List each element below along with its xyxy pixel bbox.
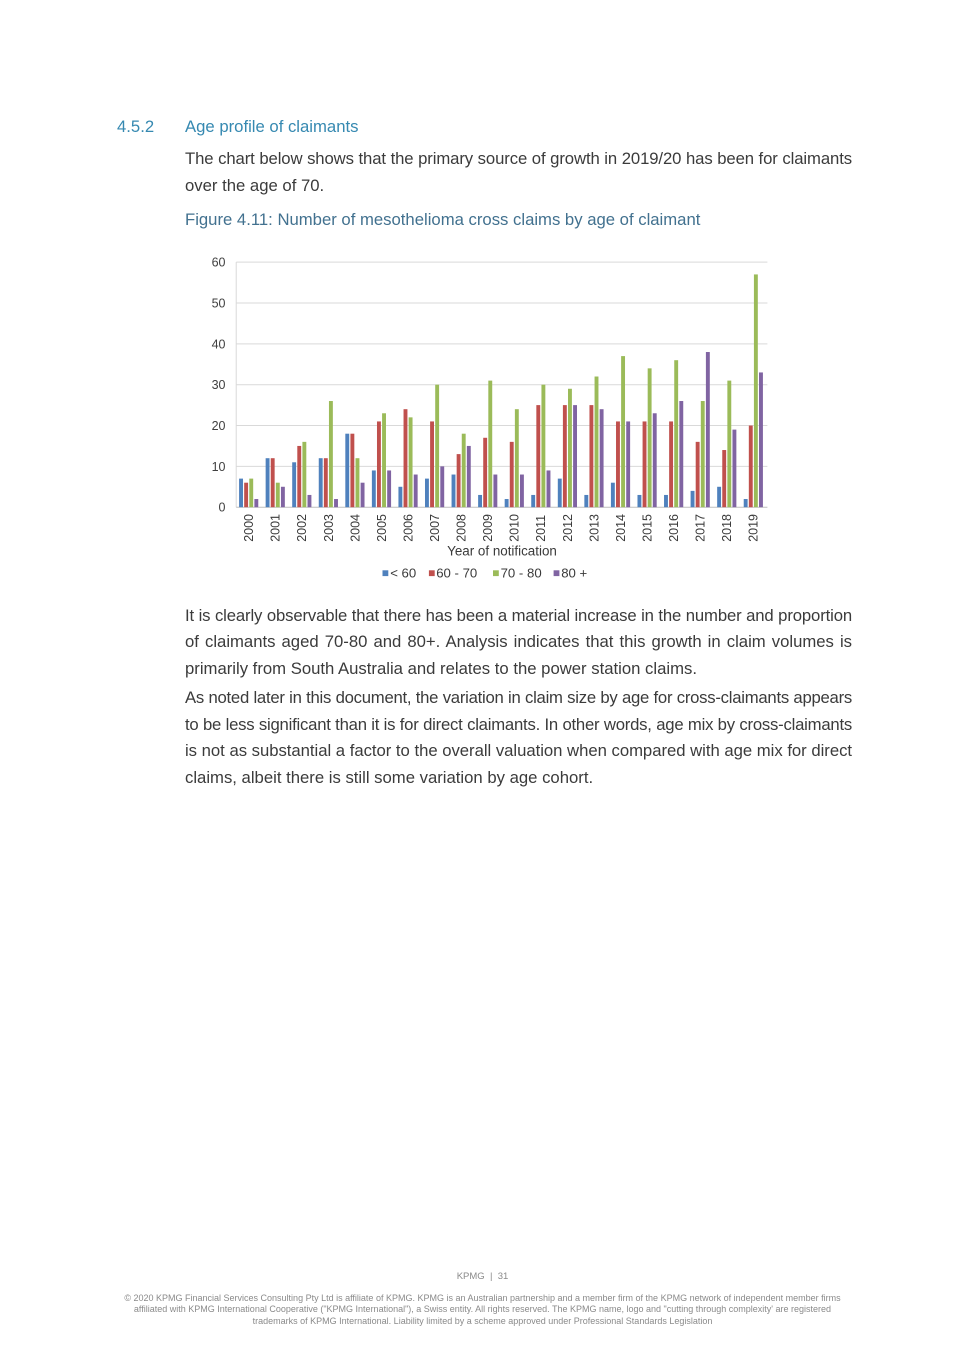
svg-text:2012: 2012 bbox=[561, 514, 575, 542]
svg-text:2004: 2004 bbox=[348, 514, 362, 542]
svg-text:2003: 2003 bbox=[322, 514, 336, 542]
svg-text:Year of notification: Year of notification bbox=[447, 543, 557, 558]
svg-text:50: 50 bbox=[212, 296, 226, 310]
svg-text:2010: 2010 bbox=[508, 514, 522, 542]
svg-text:80 +: 80 + bbox=[561, 565, 587, 580]
svg-text:2014: 2014 bbox=[614, 514, 628, 542]
svg-text:2000: 2000 bbox=[242, 514, 256, 542]
svg-text:2013: 2013 bbox=[587, 514, 601, 542]
svg-text:30: 30 bbox=[212, 378, 226, 392]
svg-text:2017: 2017 bbox=[694, 514, 708, 542]
svg-text:2007: 2007 bbox=[428, 514, 442, 542]
svg-text:< 60: < 60 bbox=[390, 565, 416, 580]
svg-text:2002: 2002 bbox=[295, 514, 309, 542]
svg-text:60: 60 bbox=[212, 256, 226, 270]
svg-text:10: 10 bbox=[212, 460, 226, 474]
svg-text:2011: 2011 bbox=[534, 515, 548, 542]
svg-text:2006: 2006 bbox=[401, 514, 415, 542]
svg-text:40: 40 bbox=[212, 337, 226, 351]
svg-text:20: 20 bbox=[212, 419, 226, 433]
svg-text:2009: 2009 bbox=[481, 514, 495, 542]
svg-text:2005: 2005 bbox=[375, 514, 389, 542]
svg-text:0: 0 bbox=[219, 501, 226, 515]
svg-text:70 - 80: 70 - 80 bbox=[501, 565, 542, 580]
svg-text:2001: 2001 bbox=[269, 514, 283, 542]
svg-text:2019: 2019 bbox=[747, 514, 761, 542]
svg-text:2016: 2016 bbox=[667, 514, 681, 542]
svg-text:2018: 2018 bbox=[720, 514, 734, 542]
svg-text:2015: 2015 bbox=[640, 514, 654, 542]
svg-text:2008: 2008 bbox=[455, 514, 469, 542]
svg-text:60 - 70: 60 - 70 bbox=[436, 565, 477, 580]
